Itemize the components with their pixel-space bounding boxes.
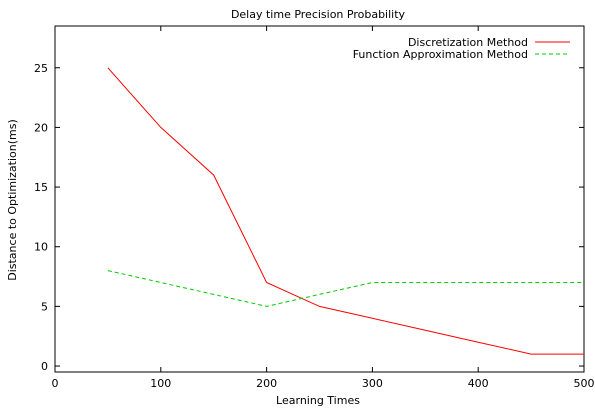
x-tick-label: 100 [150, 377, 171, 390]
series-line-1 [107, 67, 584, 355]
axis-ticks: 0 100 200 300 400 500 0 5 10 15 20 25 [34, 26, 595, 390]
y-tick-label: 25 [34, 62, 48, 75]
y-axis-title: Distance to Optimization(ms) [6, 119, 19, 281]
x-tick-label: 300 [362, 377, 383, 390]
chart-title: Delay time Precision Probability [231, 8, 406, 21]
plot-frame [54, 25, 585, 373]
y-tick-label: 10 [34, 241, 48, 254]
series-line-2 [107, 270, 584, 307]
series-layer [107, 67, 584, 355]
x-axis-title: Learning Times [276, 394, 360, 407]
x-tick-label: 0 [52, 377, 59, 390]
y-tick-label: 15 [34, 181, 48, 194]
x-tick-label: 200 [256, 377, 277, 390]
x-tick-label: 500 [574, 377, 595, 390]
legend-label: Discretization Method [408, 36, 528, 49]
y-tick-label: 0 [41, 360, 48, 373]
y-tick-label: 20 [34, 121, 48, 134]
y-tick-label: 5 [41, 300, 48, 313]
x-tick-label: 400 [468, 377, 489, 390]
legend-label: Function Approximation Method [353, 48, 528, 61]
